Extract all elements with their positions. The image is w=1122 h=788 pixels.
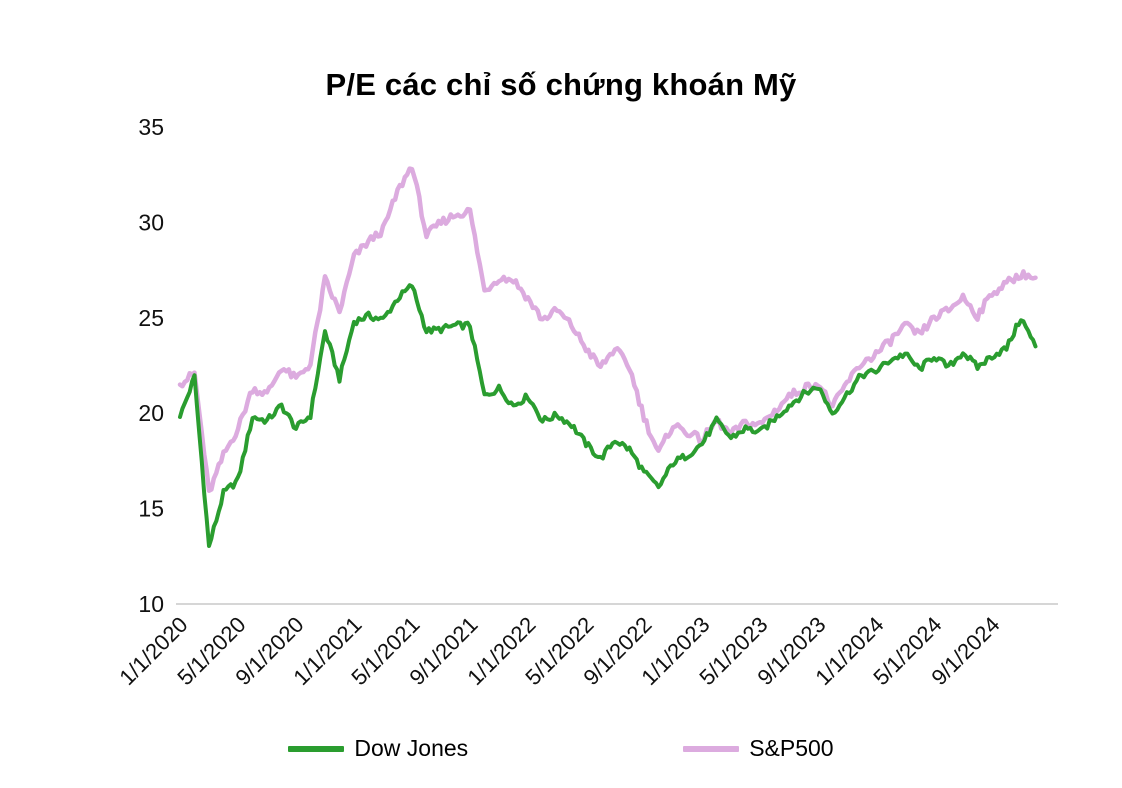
legend-item-dow-jones: Dow Jones	[288, 735, 468, 762]
y-axis-tick-label: 15	[138, 496, 164, 522]
y-axis-tick-label: 35	[138, 114, 164, 140]
dow-jones-line	[178, 283, 1038, 548]
sp500-line	[177, 166, 1038, 493]
y-axis-tick-label: 25	[138, 305, 164, 331]
y-axis-tick-label: 10	[138, 591, 164, 617]
sp500-line-swatch	[683, 745, 740, 752]
legend-label-sp500: S&P500	[749, 735, 834, 761]
chart-title: P/E các chỉ số chứng khoán Mỹ	[325, 66, 797, 102]
dow-jones-line-swatch	[288, 745, 345, 752]
legend-item-sp500: S&P500	[683, 735, 834, 762]
legend-label-dow-jones: Dow Jones	[354, 735, 469, 761]
y-axis-tick-label: 20	[138, 400, 164, 426]
legend: Dow Jones S&P500	[0, 735, 1122, 762]
y-axis-tick-label: 30	[138, 209, 164, 235]
